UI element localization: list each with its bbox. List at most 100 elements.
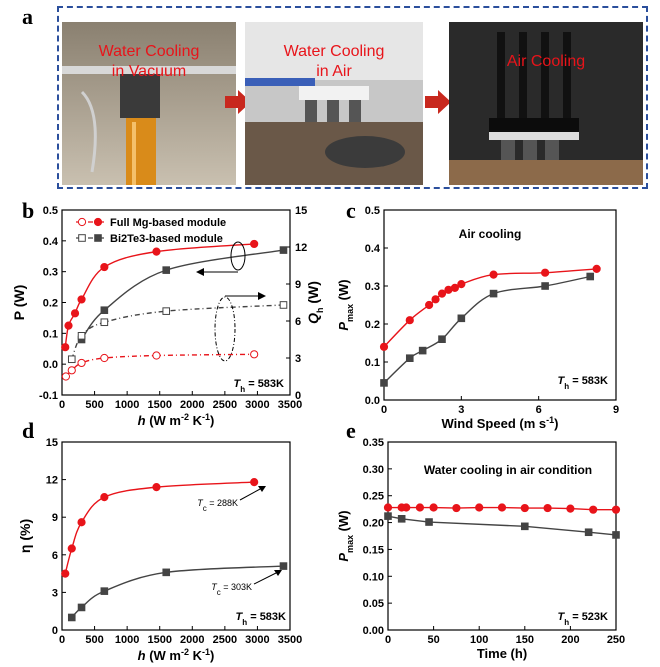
chart-d-ytick-label: 9 (52, 512, 58, 524)
chart-e-ytick-label: 0.15 (363, 544, 384, 556)
chart-c-point (380, 379, 388, 387)
chart-b-xtick-label: 500 (85, 399, 103, 411)
chart-b-arrowhead (196, 268, 204, 276)
chart-b-xtick-label: 2000 (180, 399, 204, 411)
chart-e-xtick-label: 200 (561, 634, 579, 646)
chart-e-point (497, 503, 507, 512)
chart-c-point (425, 300, 434, 310)
chart-d-ytick-label: 12 (46, 475, 58, 487)
chart-c-annotation-t: T (558, 375, 566, 387)
chart-c-xtick-label: 6 (536, 404, 542, 416)
chart-e-ytick-label: 0.05 (363, 598, 384, 610)
chart-b-ytick-left-label: 0.1 (43, 328, 58, 340)
chart-d-note-gray-rest: = 303K (221, 582, 252, 592)
chart-b-point (67, 355, 76, 364)
chart-c-ylabel-part: (W) (336, 279, 351, 304)
chart-b-xlabel-part: ) (210, 413, 214, 428)
chart-e-annotation: Th = 523K (558, 611, 609, 627)
chart-b-ylabel-left: P (W) (11, 285, 27, 321)
chart-b-point (67, 366, 76, 375)
chart-b-ylabel-right-unit: (W) (305, 281, 321, 307)
chart-c-point (457, 280, 466, 289)
chart-c-series-line (383, 268, 597, 348)
chart-d-note-arrowhead (274, 570, 282, 576)
panel-letter-d: d (22, 418, 35, 443)
chart-d-note-red-rest: = 288K (207, 498, 238, 508)
panel-letter-c: c (346, 198, 356, 223)
chart-b-annotation: Th = 583K (234, 378, 285, 394)
chart-b-series-line (80, 249, 284, 340)
chart-c-point (457, 314, 466, 323)
chart-c-point (489, 270, 498, 279)
chart-c-annotation: Th = 583K (558, 375, 609, 391)
chart-b-point (64, 321, 73, 330)
chart-d-note-gray-sub: c (217, 588, 221, 597)
chart-b-point (61, 343, 70, 352)
chart-c-ytick-label: 0.1 (365, 357, 380, 369)
chart-e-ytick-label: 0.00 (363, 625, 384, 637)
chart-d-point (162, 568, 171, 577)
chart-c-point (541, 282, 549, 290)
chart-e-point (402, 503, 411, 512)
chart-c-xlabel-part: ) (554, 416, 558, 431)
chart-e-point (543, 503, 552, 513)
chart-e-point (520, 503, 529, 513)
photo-3-label: Air Cooling (449, 52, 643, 72)
chart-d-xlabel-part: K (189, 648, 203, 663)
chart-e-ytick-label: 0.25 (363, 491, 384, 503)
chart-d-note-arrow (253, 571, 279, 585)
chart-b-xtick-label: 3500 (278, 399, 302, 411)
chart-d-xtick-label: 3500 (278, 634, 302, 646)
chart-b-point (100, 318, 109, 327)
chart-d-point (67, 544, 76, 553)
photo-water-cooling-air: Water Cooling in Air (245, 22, 423, 185)
chart-e-point (584, 528, 593, 537)
chart-d-note-gray-t: T (211, 582, 218, 592)
chart-e-point (415, 503, 425, 512)
chart-d-note-arrowhead (258, 486, 266, 492)
chart-d-annotation: Th = 583K (236, 611, 287, 627)
photo-1-label-line2: in Vacuum (111, 63, 187, 80)
chart-d-point (279, 562, 288, 570)
chart-b-series-line (71, 304, 284, 360)
chart-b-ytick-left-label: 0.4 (43, 236, 59, 248)
chart-b-ytick-right-label: 12 (295, 242, 307, 254)
chart-b-xlabel-part: -1 (202, 412, 210, 422)
chart-c-ytick-label: 0.5 (365, 205, 380, 217)
chart-d-point (77, 518, 86, 527)
chart-e-ytick-label: 0.10 (363, 571, 384, 583)
chart-e-point (521, 522, 529, 531)
chart-e-point (429, 503, 438, 512)
chart-b-point (77, 295, 86, 304)
chart-c-point (489, 289, 498, 298)
chart-b-point (162, 266, 171, 274)
chart-d-note-gray: Tc = 303K (211, 582, 252, 597)
chart-b-ellipse (230, 241, 246, 271)
chart-c-ylabel: Pmax (W) (336, 279, 355, 330)
photo-3-label-line1: Air Cooling (506, 53, 586, 70)
panel-letter-b: b (22, 198, 35, 223)
chart-e-xlabel: Time (h) (477, 646, 527, 661)
chart-b-point (70, 309, 80, 318)
chart-d-ytick-label: 0 (52, 625, 58, 637)
chart-c-title: Air cooling (459, 227, 522, 241)
chart-d-xtick-label: 500 (85, 634, 103, 646)
chart-e-xtick-label: 0 (385, 634, 391, 646)
chart-b-annotation-t: T (234, 378, 242, 390)
chart-d-point (100, 493, 109, 502)
chart-e-point (612, 531, 620, 539)
chart-c-ytick-label: 0.4 (365, 243, 381, 255)
chart-d-xtick-label: 2500 (213, 634, 237, 646)
chart-d-note-red: Tc = 288K (197, 498, 238, 513)
chart-b-xtick-label: 2500 (213, 399, 237, 411)
photo-2-label-line1: Water Cooling (283, 43, 385, 60)
chart-e-annotation-rest: = 523K (569, 611, 608, 623)
chart-c-point (586, 272, 595, 281)
chart-d-ytick-label: 15 (46, 437, 58, 449)
arrow-right-icon (425, 90, 451, 114)
chart-c-point (592, 264, 601, 273)
chart-d-xtick-label: 2000 (180, 634, 204, 646)
photo-2-label: Water Cooling in Air (245, 42, 423, 82)
chart-b-annotation-sub: h (240, 385, 245, 394)
chart-b-point (279, 301, 288, 309)
